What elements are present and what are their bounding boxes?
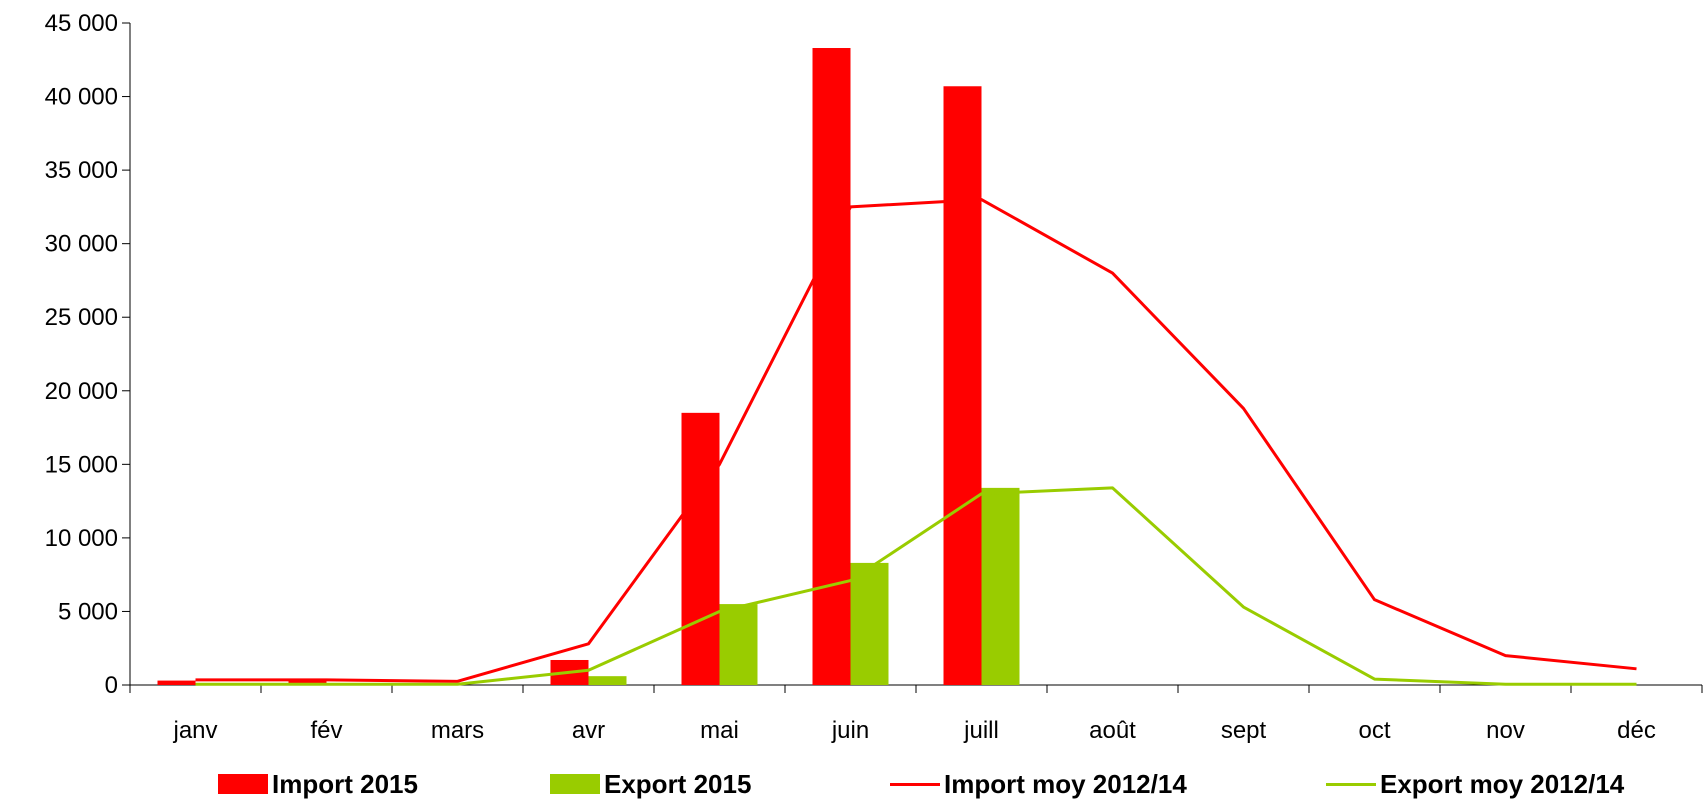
line-export-moy-2012-14 xyxy=(195,486,1637,686)
x-tick-label: avr xyxy=(572,717,605,744)
x-tick-label: janv xyxy=(172,717,217,744)
x-tick-label: oct xyxy=(1358,717,1390,744)
bar-import-2015-juill xyxy=(943,86,982,686)
legend-item-export-2015: Export 2015 xyxy=(550,762,751,806)
legend-item-import-2015: Import 2015 xyxy=(218,762,418,806)
x-tick-label: juin xyxy=(831,717,869,744)
legend-label-export-2015: Export 2015 xyxy=(604,768,752,799)
legend-swatch-import-2015 xyxy=(218,774,268,794)
legend-item-import-moy: Import moy 2012/14 xyxy=(890,762,1187,806)
bars-layer xyxy=(157,48,1020,686)
x-tick-label: mars xyxy=(431,717,484,744)
labels-layer: 0 5 000 10 000 15 000 20 000 25 000 30 000 35 0… xyxy=(45,10,1656,744)
y-tick-label: 10 000 xyxy=(45,525,118,552)
legend-item-export-moy: Export moy 2012/14 xyxy=(1326,762,1624,806)
chart-plot: 0 5 000 10 000 15 000 20 000 25 000 30 000 35 0… xyxy=(45,10,1703,744)
x-tick-label: fév xyxy=(310,717,342,744)
legend-label-import-2015: Import 2015 xyxy=(272,768,418,799)
y-tick-label: 45 000 xyxy=(45,10,118,37)
x-tick-label: août xyxy=(1089,717,1136,744)
y-tick-label: 40 000 xyxy=(45,84,118,111)
y-tick-label: 30 000 xyxy=(45,231,118,258)
y-tick-label: 0 xyxy=(105,672,118,699)
bar-import-2015-juin xyxy=(812,48,851,685)
y-tick-label: 20 000 xyxy=(45,378,118,405)
legend-swatch-export-moy xyxy=(1326,782,1376,786)
legend-swatch-import-moy xyxy=(890,782,940,786)
legend: Import 2015 Export 2015 Import moy 2012/… xyxy=(0,762,1704,806)
x-tick-label: nov xyxy=(1486,717,1525,744)
axes xyxy=(122,22,1703,693)
bar-export-2015-mai xyxy=(719,604,758,685)
lines-layer xyxy=(195,198,1637,686)
y-tick-label: 35 000 xyxy=(45,157,118,184)
line-import-moy-2012-14 xyxy=(195,198,1637,683)
bar-export-2015-juill xyxy=(981,487,1020,685)
bar-import-2015-fév xyxy=(288,679,327,685)
bar-export-2015-avr xyxy=(588,676,627,685)
legend-swatch-export-2015 xyxy=(550,774,600,794)
y-tick-label: 5 000 xyxy=(58,598,118,625)
x-tick-label: mai xyxy=(700,717,739,744)
x-tick-label: juill xyxy=(963,717,999,744)
bar-import-2015-mai xyxy=(681,412,720,685)
x-tick-label: sept xyxy=(1221,717,1267,744)
bar-import-2015-janv xyxy=(157,680,196,685)
legend-label-export-moy: Export moy 2012/14 xyxy=(1380,768,1625,799)
y-tick-label: 25 000 xyxy=(45,304,118,331)
legend-label-import-moy: Import moy 2012/14 xyxy=(944,768,1187,799)
x-tick-label: déc xyxy=(1617,717,1656,744)
bar-export-2015-juin xyxy=(850,562,889,685)
y-tick-label: 15 000 xyxy=(45,451,118,478)
